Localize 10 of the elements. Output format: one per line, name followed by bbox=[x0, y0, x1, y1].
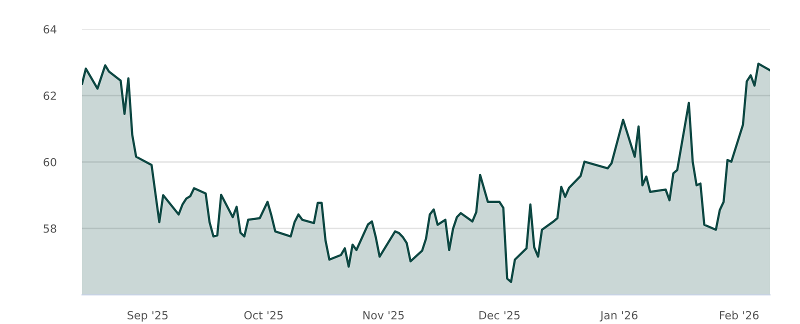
y-tick-label: 62 bbox=[44, 92, 56, 100]
x-tick-label: Oct '25 bbox=[244, 311, 283, 320]
y-tick-label: 60 bbox=[44, 158, 56, 166]
x-tick-label: Feb '26 bbox=[720, 310, 759, 320]
y-tick-label: 58 bbox=[44, 224, 56, 233]
y-tick-label: 64 bbox=[44, 25, 56, 34]
x-tick-label: Dec '25 bbox=[479, 311, 520, 320]
x-tick-label: Nov '25 bbox=[363, 311, 404, 320]
x-tick-label: Jan '26 bbox=[600, 311, 638, 322]
x-tick-label: Sep '25 bbox=[128, 311, 168, 322]
